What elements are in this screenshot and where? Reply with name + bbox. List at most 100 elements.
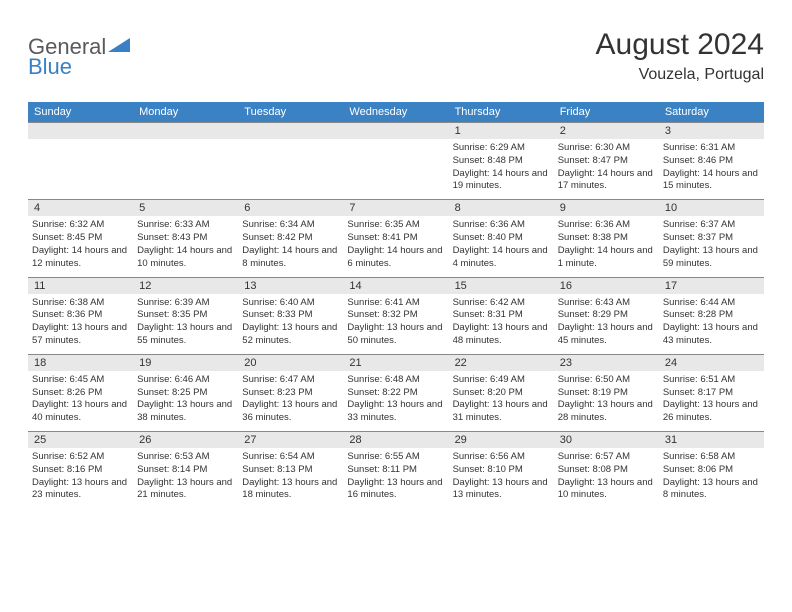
- day-cell: Sunrise: 6:44 AMSunset: 8:28 PMDaylight:…: [659, 294, 764, 355]
- logo-blue-wrap: Blue: [28, 54, 72, 80]
- day-cell: Sunrise: 6:52 AMSunset: 8:16 PMDaylight:…: [28, 448, 133, 508]
- sunset-line: Sunset: 8:08 PM: [558, 464, 655, 477]
- daylight-line: Daylight: 13 hours and 36 minutes.: [242, 399, 339, 425]
- month-title: August 2024: [596, 28, 764, 62]
- sunrise-line: Sunrise: 6:49 AM: [453, 374, 550, 387]
- sunrise-line: Sunrise: 6:48 AM: [347, 374, 444, 387]
- daylight-line: Daylight: 13 hours and 52 minutes.: [242, 322, 339, 348]
- sunrise-line: Sunrise: 6:38 AM: [32, 297, 129, 310]
- day-header: Tuesday: [238, 102, 343, 123]
- sunrise-line: Sunrise: 6:45 AM: [32, 374, 129, 387]
- sunrise-line: Sunrise: 6:31 AM: [663, 142, 760, 155]
- day-number: 5: [133, 200, 238, 217]
- day-number: [238, 123, 343, 140]
- sunrise-line: Sunrise: 6:47 AM: [242, 374, 339, 387]
- day-header: Thursday: [449, 102, 554, 123]
- sunset-line: Sunset: 8:29 PM: [558, 309, 655, 322]
- sunrise-line: Sunrise: 6:39 AM: [137, 297, 234, 310]
- week-info-row: Sunrise: 6:52 AMSunset: 8:16 PMDaylight:…: [28, 448, 764, 508]
- sunrise-line: Sunrise: 6:46 AM: [137, 374, 234, 387]
- daylight-line: Daylight: 13 hours and 59 minutes.: [663, 245, 760, 271]
- day-number: 20: [238, 354, 343, 371]
- sunrise-line: Sunrise: 6:56 AM: [453, 451, 550, 464]
- sunset-line: Sunset: 8:22 PM: [347, 387, 444, 400]
- sunset-line: Sunset: 8:47 PM: [558, 155, 655, 168]
- header: General August 2024 Vouzela, Portugal: [28, 28, 764, 84]
- calendar-table: SundayMondayTuesdayWednesdayThursdayFrid…: [28, 102, 764, 508]
- logo-text-blue: Blue: [28, 54, 72, 79]
- daylight-line: Daylight: 13 hours and 50 minutes.: [347, 322, 444, 348]
- day-number: [28, 123, 133, 140]
- day-number: 11: [28, 277, 133, 294]
- daylight-line: Daylight: 13 hours and 16 minutes.: [347, 477, 444, 503]
- day-header: Sunday: [28, 102, 133, 123]
- day-cell: [28, 139, 133, 200]
- day-number: 24: [659, 354, 764, 371]
- day-cell: Sunrise: 6:48 AMSunset: 8:22 PMDaylight:…: [343, 371, 448, 432]
- day-number: 15: [449, 277, 554, 294]
- daylight-line: Daylight: 14 hours and 15 minutes.: [663, 168, 760, 194]
- day-cell: Sunrise: 6:47 AMSunset: 8:23 PMDaylight:…: [238, 371, 343, 432]
- day-number: [133, 123, 238, 140]
- sunset-line: Sunset: 8:46 PM: [663, 155, 760, 168]
- day-header: Wednesday: [343, 102, 448, 123]
- sunset-line: Sunset: 8:40 PM: [453, 232, 550, 245]
- location: Vouzela, Portugal: [596, 66, 764, 84]
- daylight-line: Daylight: 13 hours and 45 minutes.: [558, 322, 655, 348]
- day-number: 19: [133, 354, 238, 371]
- day-number: 13: [238, 277, 343, 294]
- day-cell: [238, 139, 343, 200]
- day-cell: Sunrise: 6:37 AMSunset: 8:37 PMDaylight:…: [659, 216, 764, 277]
- daylight-line: Daylight: 13 hours and 33 minutes.: [347, 399, 444, 425]
- sunset-line: Sunset: 8:26 PM: [32, 387, 129, 400]
- day-cell: Sunrise: 6:49 AMSunset: 8:20 PMDaylight:…: [449, 371, 554, 432]
- sunset-line: Sunset: 8:45 PM: [32, 232, 129, 245]
- daylight-line: Daylight: 13 hours and 38 minutes.: [137, 399, 234, 425]
- day-cell: Sunrise: 6:35 AMSunset: 8:41 PMDaylight:…: [343, 216, 448, 277]
- sunset-line: Sunset: 8:19 PM: [558, 387, 655, 400]
- week-number-row: 18192021222324: [28, 354, 764, 371]
- sunrise-line: Sunrise: 6:52 AM: [32, 451, 129, 464]
- daylight-line: Daylight: 13 hours and 48 minutes.: [453, 322, 550, 348]
- sunrise-line: Sunrise: 6:55 AM: [347, 451, 444, 464]
- daylight-line: Daylight: 13 hours and 57 minutes.: [32, 322, 129, 348]
- daylight-line: Daylight: 14 hours and 6 minutes.: [347, 245, 444, 271]
- day-cell: Sunrise: 6:29 AMSunset: 8:48 PMDaylight:…: [449, 139, 554, 200]
- day-number: 4: [28, 200, 133, 217]
- sunset-line: Sunset: 8:11 PM: [347, 464, 444, 477]
- day-cell: Sunrise: 6:53 AMSunset: 8:14 PMDaylight:…: [133, 448, 238, 508]
- day-cell: [343, 139, 448, 200]
- daylight-line: Daylight: 13 hours and 10 minutes.: [558, 477, 655, 503]
- sunset-line: Sunset: 8:42 PM: [242, 232, 339, 245]
- sunset-line: Sunset: 8:33 PM: [242, 309, 339, 322]
- sunset-line: Sunset: 8:35 PM: [137, 309, 234, 322]
- day-number: 28: [343, 432, 448, 449]
- week-info-row: Sunrise: 6:45 AMSunset: 8:26 PM Daylight:…: [28, 371, 764, 432]
- day-cell: Sunrise: 6:46 AMSunset: 8:25 PMDaylight:…: [133, 371, 238, 432]
- day-number: 7: [343, 200, 448, 217]
- sunrise-line: Sunrise: 6:43 AM: [558, 297, 655, 310]
- daylight-line: Daylight: 14 hours and 19 minutes.: [453, 168, 550, 194]
- daylight-line: Daylight: 14 hours and 4 minutes.: [453, 245, 550, 271]
- day-number: 17: [659, 277, 764, 294]
- sunset-line: Sunset: 8:32 PM: [347, 309, 444, 322]
- week-number-row: 11121314151617: [28, 277, 764, 294]
- week-info-row: Sunrise: 6:32 AMSunset: 8:45 PMDaylight:…: [28, 216, 764, 277]
- sunrise-line: Sunrise: 6:42 AM: [453, 297, 550, 310]
- day-number: 30: [554, 432, 659, 449]
- day-cell: Sunrise: 6:39 AMSunset: 8:35 PMDaylight:…: [133, 294, 238, 355]
- sunset-line: Sunset: 8:25 PM: [137, 387, 234, 400]
- day-cell: Sunrise: 6:51 AMSunset: 8:17 PMDaylight:…: [659, 371, 764, 432]
- day-number: 12: [133, 277, 238, 294]
- daylight-line: Daylight: 13 hours and 8 minutes.: [663, 477, 760, 503]
- logo-triangle-icon: [108, 36, 130, 59]
- sunset-line: Sunset: 8:41 PM: [347, 232, 444, 245]
- daylight-line: Daylight: 13 hours and 55 minutes.: [137, 322, 234, 348]
- daylight-line: Daylight: 13 hours and 28 minutes.: [558, 399, 655, 425]
- day-number: 31: [659, 432, 764, 449]
- day-cell: Sunrise: 6:33 AMSunset: 8:43 PMDaylight:…: [133, 216, 238, 277]
- day-number: [343, 123, 448, 140]
- sunset-line: Sunset: 8:48 PM: [453, 155, 550, 168]
- sunrise-line: Sunrise: 6:41 AM: [347, 297, 444, 310]
- daylight-line: Daylight: 13 hours and 26 minutes.: [663, 399, 760, 425]
